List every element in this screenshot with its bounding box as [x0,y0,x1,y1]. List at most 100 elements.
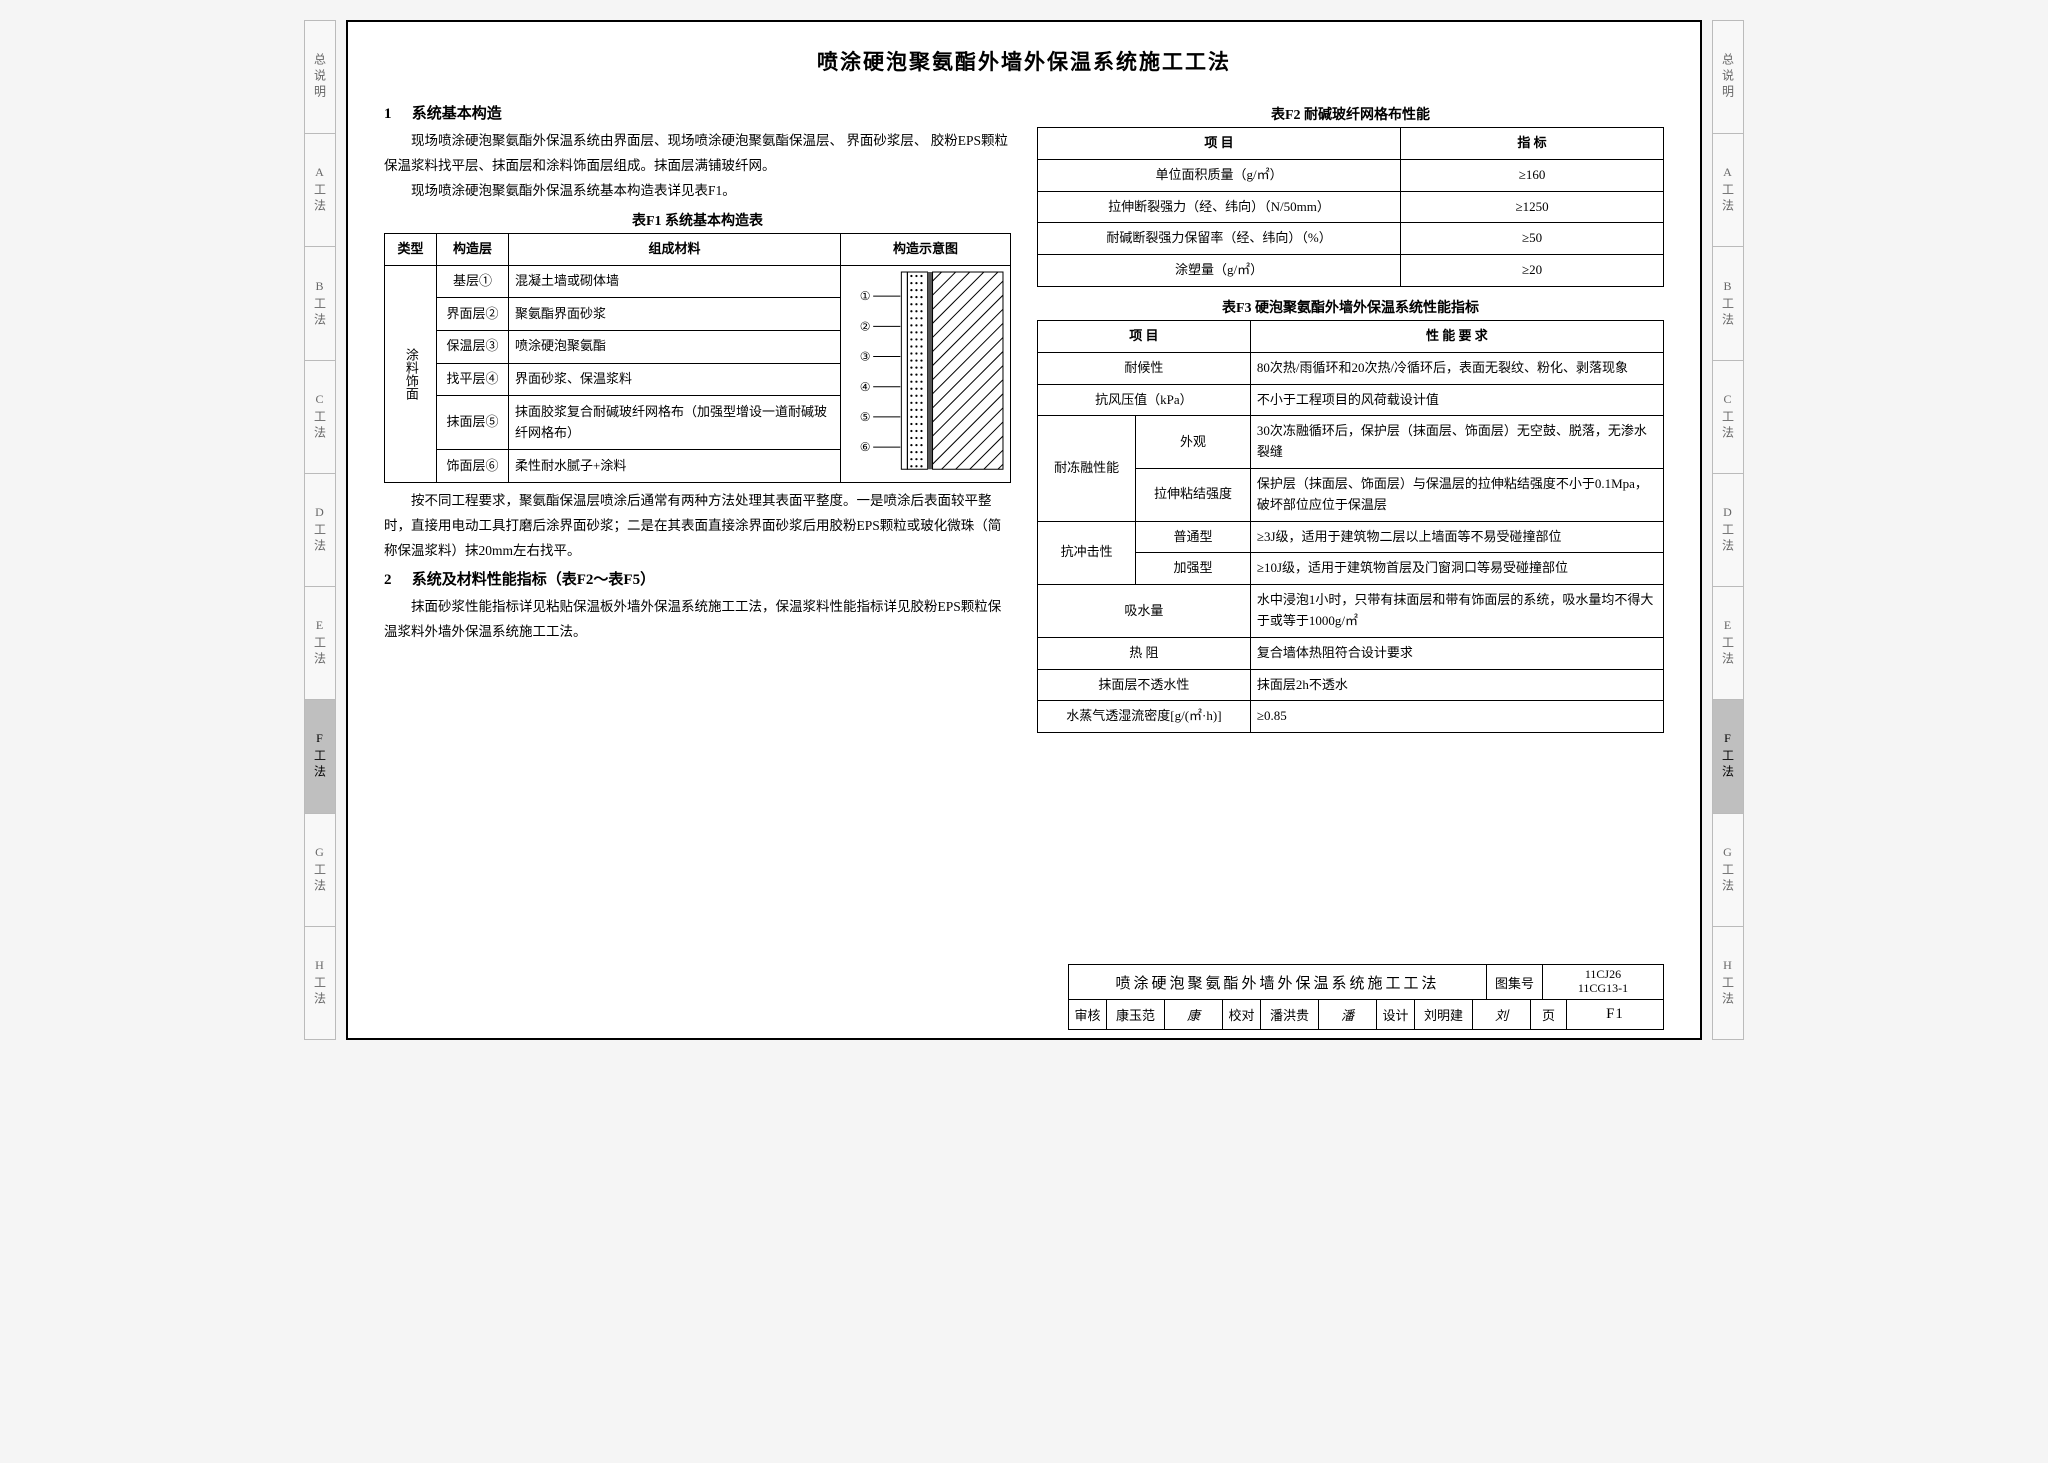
nav-tab-5[interactable]: E工法 [305,587,335,700]
nav-tab-5[interactable]: E工法 [1713,587,1743,700]
f3-value-cell: 水中浸泡1小时，只带有抹面层和带有饰面层的系统，吸水量均不得大于或等于1000g… [1250,585,1663,638]
table-row: 耐碱断裂强力保留率（经、纬向）（%）≥50 [1038,223,1664,255]
table-f2: 项 目 指 标 单位面积质量（g/㎡）≥160拉伸断裂强力（经、纬向）（N/50… [1037,127,1664,287]
f2-value-cell: ≥20 [1401,255,1664,287]
nav-tab-3[interactable]: C工法 [1713,361,1743,474]
f2-item-cell: 单位面积质量（g/㎡） [1038,159,1401,191]
nav-tab-8[interactable]: H工法 [1713,927,1743,1039]
f3-item-cell: 热 阻 [1038,637,1251,669]
f3-sub-cell: 外观 [1136,416,1251,469]
para-1: 现场喷涂硬泡聚氨酯外保温系统由界面层、现场喷涂硬泡聚氨酯保温层、 界面砂浆层、 … [384,129,1011,179]
f1-layer-cell: 界面层② [437,298,509,331]
f3-sub-cell: 普通型 [1136,521,1251,553]
nav-tab-4[interactable]: D工法 [1713,474,1743,587]
review-label: 审核 [1069,999,1107,1029]
section-2-number: 2 [384,572,408,589]
f1-material-cell: 聚氨酯界面砂浆 [509,298,841,331]
f2-value-cell: ≥160 [1401,159,1664,191]
table-row: 吸水量水中浸泡1小时，只带有抹面层和带有饰面层的系统，吸水量均不得大于或等于10… [1038,585,1664,638]
f3-value-cell: 80次热/雨循环和20次热/冷循环后，表面无裂纹、粉化、剥落现象 [1250,352,1663,384]
nav-tab-0[interactable]: 总说明 [1713,21,1743,134]
table-f3-caption: 表F3 硬泡聚氨酯外墙外保温系统性能指标 [1037,297,1664,317]
nav-tab-6[interactable]: F工法 [1713,700,1743,813]
para-2: 现场喷涂硬泡聚氨酯外保温系统基本构造表详见表F1。 [384,179,1011,204]
right-column: 表F2 耐碱玻纤网格布性能 项 目 指 标 单位面积质量（g/㎡）≥160拉伸断… [1037,98,1664,733]
atlas-number: 11CJ26 11CG13-1 [1543,965,1663,999]
table-row: 热 阻复合墙体热阻符合设计要求 [1038,637,1664,669]
table-row: 水蒸气透湿流密度[g/(㎡·h)]≥0.85 [1038,701,1664,733]
f3-group-cell: 耐冻融性能 [1038,416,1136,521]
drawing-name: 喷涂硬泡聚氨酯外墙外保温系统施工工法 [1069,965,1487,999]
nav-tab-1[interactable]: A工法 [1713,134,1743,247]
f2-item-cell: 拉伸断裂强力（经、纬向）（N/50mm） [1038,191,1401,223]
nav-tab-8[interactable]: H工法 [305,927,335,1039]
page-label: 页 [1531,999,1567,1029]
table-row: 抹面层不透水性抹面层2h不透水 [1038,669,1664,701]
f2-item-cell: 涂塑量（g/㎡） [1038,255,1401,287]
f1-material-cell: 喷涂硬泡聚氨酯 [509,330,841,363]
check-label: 校对 [1223,999,1261,1029]
f3-value-cell: 抹面层2h不透水 [1250,669,1663,701]
table-row: 项 目 性 能 要 求 [1038,320,1664,352]
page-title: 喷涂硬泡聚氨酯外墙外保温系统施工工法 [384,46,1664,76]
f2-value-cell: ≥50 [1401,223,1664,255]
f3-item-cell: 吸水量 [1038,585,1251,638]
review-name: 康玉范 [1107,999,1165,1029]
f3-value-cell: ≥3J级，适用于建筑物二层以上墙面等不易受碰撞部位 [1250,521,1663,553]
check-name: 潘洪贵 [1261,999,1319,1029]
nav-tab-7[interactable]: G工法 [305,814,335,927]
f3-value-cell: 复合墙体热阻符合设计要求 [1250,637,1663,669]
f3-sub-cell: 拉伸粘结强度 [1136,468,1251,521]
nav-tab-1[interactable]: A工法 [305,134,335,247]
f1-material-cell: 界面砂浆、保温浆料 [509,363,841,396]
nav-tab-6[interactable]: F工法 [305,700,335,813]
nav-tab-4[interactable]: D工法 [305,474,335,587]
right-nav-tabs: 总说明A工法B工法C工法D工法E工法F工法G工法H工法 [1712,20,1744,1040]
svg-text:⑤: ⑤ [860,410,871,424]
left-column: 1 系统基本构造 现场喷涂硬泡聚氨酯外保温系统由界面层、现场喷涂硬泡聚氨酯保温层… [384,98,1011,733]
nav-tab-2[interactable]: B工法 [305,247,335,360]
design-name: 刘明建 [1415,999,1473,1029]
table-row: 拉伸断裂强力（经、纬向）（N/50mm）≥1250 [1038,191,1664,223]
f1-layer-cell: 找平层④ [437,363,509,396]
nav-tab-0[interactable]: 总说明 [305,21,335,134]
f1-material-cell: 柔性耐水腻子+涂料 [509,450,841,483]
table-f1-caption: 表F1 系统基本构造表 [384,210,1011,230]
design-label: 设计 [1377,999,1415,1029]
section-1-title: 系统基本构造 [412,106,502,122]
nav-tab-2[interactable]: B工法 [1713,247,1743,360]
f3-head-item: 项 目 [1038,320,1251,352]
f2-value-cell: ≥1250 [1401,191,1664,223]
two-column-layout: 1 系统基本构造 现场喷涂硬泡聚氨酯外保温系统由界面层、现场喷涂硬泡聚氨酯保温层… [384,98,1664,733]
f3-sub-cell: 加强型 [1136,553,1251,585]
section-2-heading: 2 系统及材料性能指标（表F2～表F5） [384,568,1011,589]
title-block-row-2: 审核 康玉范 康 校对 潘洪贵 潘 设计 刘明建 刘 页 F1 [1069,999,1663,1029]
table-row: 单位面积质量（g/㎡）≥160 [1038,159,1664,191]
nav-tab-7[interactable]: G工法 [1713,814,1743,927]
title-block-row-1: 喷涂硬泡聚氨酯外墙外保温系统施工工法 图集号 11CJ26 11CG13-1 [1069,965,1663,999]
svg-text:①: ① [860,289,871,303]
table-row: 涂料饰面基层①混凝土墙或砌体墙 ①②③④⑤⑥ [385,265,1011,298]
section-1-number: 1 [384,106,408,123]
nav-tab-3[interactable]: C工法 [305,361,335,474]
table-row: 抗风压值（kPa）不小于工程项目的风荷载设计值 [1038,384,1664,416]
title-block: 喷涂硬泡聚氨酯外墙外保温系统施工工法 图集号 11CJ26 11CG13-1 审… [1068,964,1664,1030]
f3-value-cell: ≥10J级，适用于建筑物首层及门窗洞口等易受碰撞部位 [1250,553,1663,585]
f3-value-cell: 不小于工程项目的风荷载设计值 [1250,384,1663,416]
f1-material-cell: 抹面胶浆复合耐碱玻纤网格布（加强型增设一道耐碱玻纤网格布） [509,396,841,450]
table-f1: 类型 构造层 组成材料 构造示意图 涂料饰面基层①混凝土墙或砌体墙 ①②③④⑤⑥… [384,233,1011,483]
f1-layer-cell: 保温层③ [437,330,509,363]
f3-value-cell: 保护层（抹面层、饰面层）与保温层的拉伸粘结强度不小于0.1Mpa，破坏部位应位于… [1250,468,1663,521]
page-wrap: 总说明A工法B工法C工法D工法E工法F工法G工法H工法 喷涂硬泡聚氨酯外墙外保温… [304,20,1744,1040]
table-row: 项 目 指 标 [1038,128,1664,160]
f3-group-cell: 抗冲击性 [1038,521,1136,585]
table-row: 涂塑量（g/㎡）≥20 [1038,255,1664,287]
table-f1-header-row: 类型 构造层 组成材料 构造示意图 [385,233,1011,265]
f1-col-type: 类型 [385,233,437,265]
f1-layer-cell: 基层① [437,265,509,298]
f3-value-cell: 30次冻融循环后，保护层（抹面层、饰面层）无空鼓、脱落，无渗水裂缝 [1250,416,1663,469]
f3-head-req: 性 能 要 求 [1250,320,1663,352]
review-sign: 康 [1165,999,1223,1029]
table-f3: 项 目 性 能 要 求 耐候性80次热/雨循环和20次热/冷循环后，表面无裂纹、… [1037,320,1664,733]
svg-text:④: ④ [860,379,871,393]
